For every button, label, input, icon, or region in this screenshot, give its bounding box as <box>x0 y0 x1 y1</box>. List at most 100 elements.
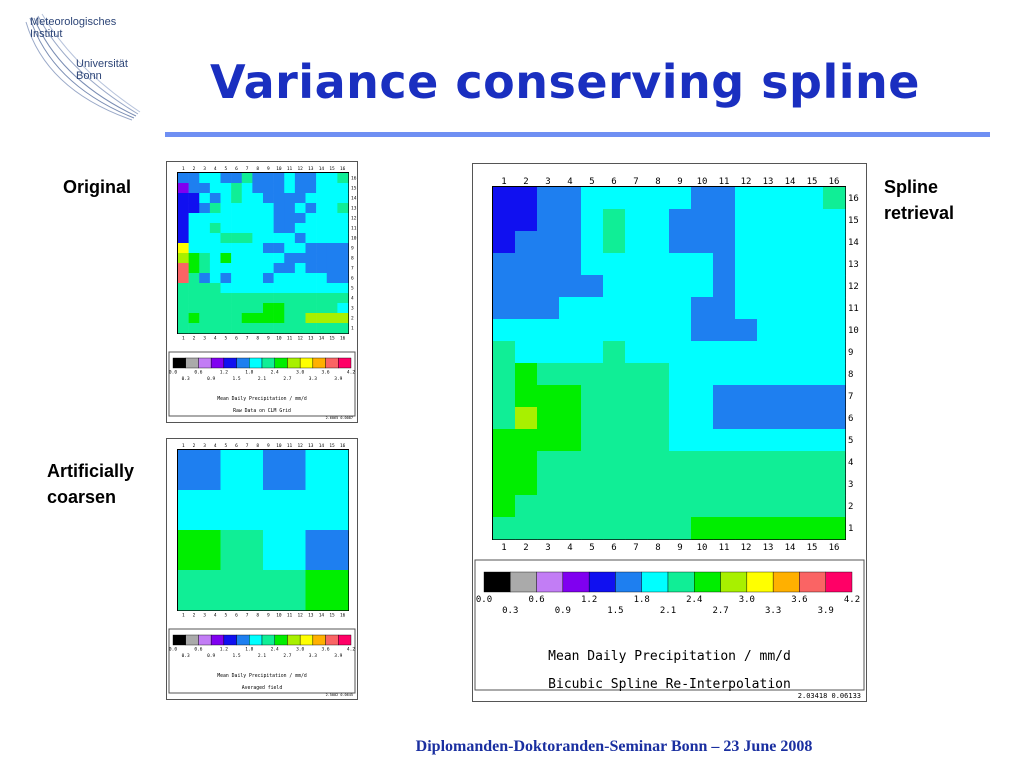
legend-frame <box>168 628 356 694</box>
y-tick-label: 8 <box>848 370 853 380</box>
x-tick-label-top: 5 <box>224 443 227 449</box>
heatmap-cell <box>220 323 232 334</box>
heatmap-cell <box>757 187 780 210</box>
heatmap-cell <box>284 263 296 274</box>
heatmap-cell <box>779 187 802 210</box>
heatmap-cell <box>209 283 221 294</box>
x-tick-label-bottom: 5 <box>224 336 227 342</box>
heatmap-cell <box>199 213 211 224</box>
x-tick-label-top: 4 <box>214 166 217 172</box>
x-tick-label-bottom: 13 <box>308 613 314 619</box>
heatmap-cell <box>625 187 648 210</box>
legend-swatch <box>198 634 212 646</box>
legend-boundary-label: 4.2 <box>347 647 355 653</box>
heatmap-cell <box>294 283 306 294</box>
heatmap-cell <box>316 183 328 194</box>
heatmap-cell <box>178 223 189 234</box>
heatmap-cell <box>316 243 328 254</box>
heatmap-cell <box>713 231 736 254</box>
heatmap-cell <box>713 517 736 540</box>
heatmap-cell <box>305 450 349 491</box>
heatmap-cell <box>178 173 189 184</box>
y-tick-label: 2 <box>351 316 354 322</box>
heatmap-cell <box>199 233 211 244</box>
heatmap-cell <box>823 341 846 364</box>
heatmap-cell <box>326 243 338 254</box>
heatmap-cell <box>273 203 285 214</box>
heatmap-cell <box>713 473 736 496</box>
heatmap-cell <box>337 213 349 224</box>
heatmap-cell <box>559 209 582 232</box>
heatmap-cell <box>559 517 582 540</box>
heatmap-cell <box>691 495 714 518</box>
logo-line-1: Meteorologisches <box>30 16 117 28</box>
heatmap-cell <box>779 495 802 518</box>
heatmap-cell <box>515 297 538 320</box>
heatmap-cell <box>326 273 338 284</box>
heatmap-cell <box>305 303 317 314</box>
legend-swatch <box>615 571 642 593</box>
heatmap-cell <box>178 570 221 611</box>
heatmap-cell <box>581 341 604 364</box>
heatmap-cell <box>669 385 692 408</box>
heatmap-cell <box>294 253 306 264</box>
heatmap-cell <box>779 253 802 276</box>
heatmap-cell <box>603 187 626 210</box>
heatmap-cell <box>559 429 582 452</box>
heatmap-cell <box>231 173 243 184</box>
legend-boundary-label: 2.7 <box>283 653 291 659</box>
heatmap-cell <box>178 323 189 334</box>
heatmap-cell <box>823 319 846 342</box>
heatmap-cell <box>294 273 306 284</box>
heatmap-cell <box>515 319 538 342</box>
label-spline-line2: retrieval <box>884 203 955 223</box>
heatmap-cell <box>581 429 604 452</box>
heatmap-cell <box>713 275 736 298</box>
heatmap-cell <box>823 495 846 518</box>
heatmap-cell <box>603 451 626 474</box>
x-tick-label-top: 2 <box>193 166 196 172</box>
heatmap-cell <box>316 273 328 284</box>
heatmap-cell <box>209 173 221 184</box>
heatmap-cell <box>316 293 328 304</box>
heatmap-cell <box>220 223 232 234</box>
heatmap-cell <box>178 450 221 491</box>
x-tick-label-bottom: 16 <box>829 543 840 553</box>
heatmap-cell <box>263 490 306 531</box>
y-tick-label: 5 <box>848 436 853 446</box>
heatmap-cell <box>263 273 274 284</box>
x-tick-label-bottom: 8 <box>655 543 660 553</box>
y-tick-label: 7 <box>351 266 354 272</box>
heatmap-cell <box>537 429 560 452</box>
y-tick-label: 9 <box>351 246 354 252</box>
y-tick-label: 9 <box>848 348 853 358</box>
heatmap-cell <box>263 323 274 334</box>
heatmap-cell <box>537 407 560 430</box>
heatmap-cell <box>779 363 802 386</box>
heatmap-cell <box>220 530 264 571</box>
x-tick-label-top: 16 <box>340 166 346 172</box>
heatmap-cell <box>581 385 604 408</box>
heatmap-cell <box>669 517 692 540</box>
heatmap-cell <box>294 323 306 334</box>
legend-swatch <box>236 357 250 369</box>
heatmap-cell <box>326 303 338 314</box>
legend-swatch <box>562 571 590 593</box>
heatmap-cell <box>757 385 780 408</box>
heatmap-cell <box>199 173 211 184</box>
heatmap-cell <box>220 213 232 224</box>
legend-boundary-label: 2.1 <box>258 376 266 382</box>
heatmap-cell <box>603 319 626 342</box>
heatmap-cell <box>199 263 211 274</box>
heatmap-cell <box>316 303 328 314</box>
x-tick-label-top: 1 <box>182 166 185 172</box>
heatmap-cell <box>757 517 780 540</box>
heatmap-cell <box>493 385 516 408</box>
x-tick-label-bottom: 10 <box>276 613 282 619</box>
heatmap-cell <box>241 183 253 194</box>
footer-text: Diplomanden-Doktoranden-Seminar Bonn – 2… <box>0 738 1024 756</box>
heatmap-cell <box>647 253 670 276</box>
heatmap-cell <box>188 323 200 334</box>
heatmap-cell <box>713 187 736 210</box>
heatmap-cell <box>713 319 736 342</box>
